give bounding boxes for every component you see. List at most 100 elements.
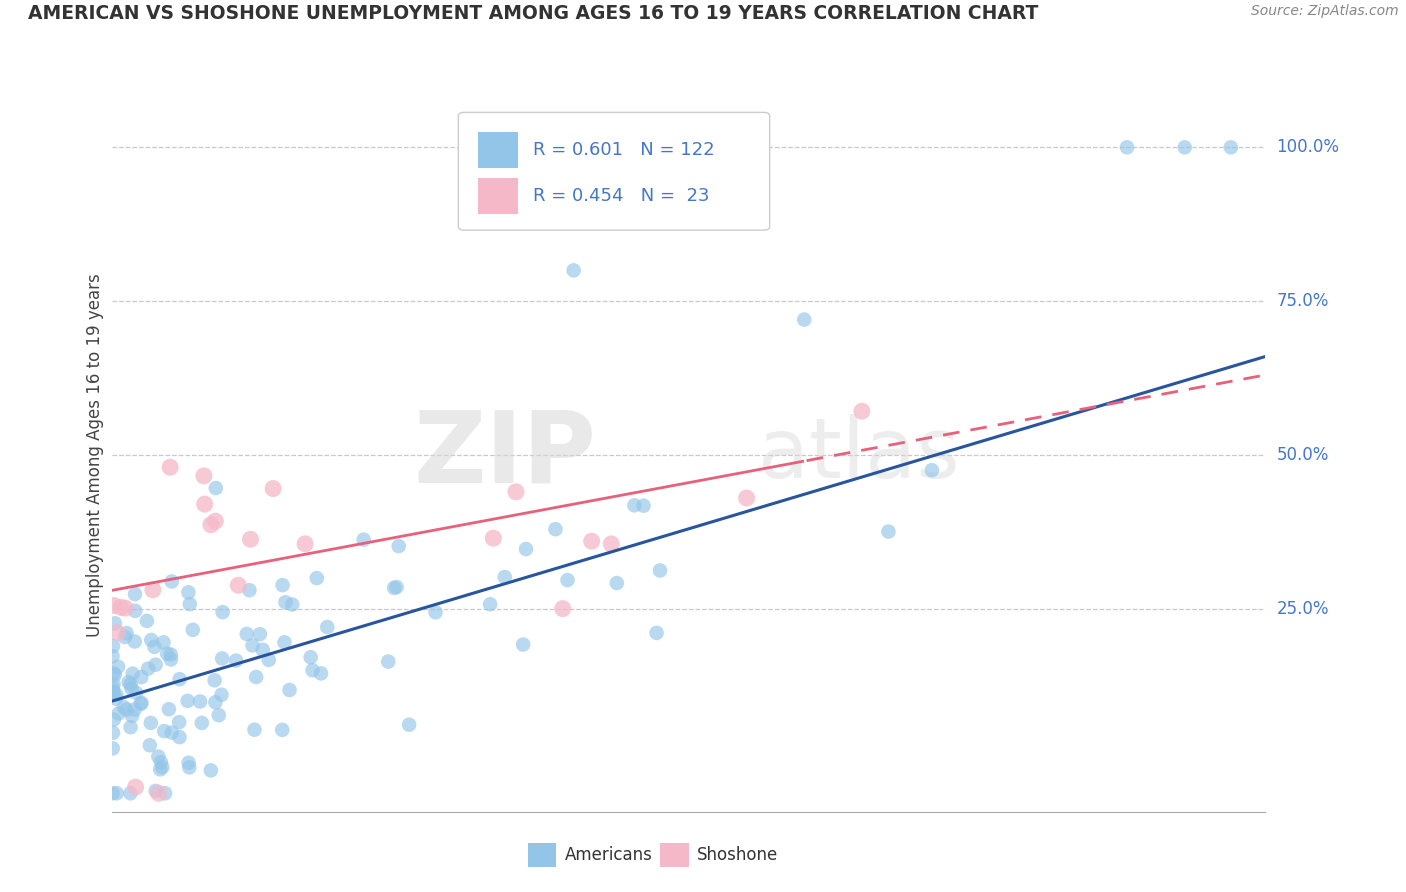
Point [294, 537, 316, 551]
Point [176, 694, 198, 708]
Point [159, 460, 181, 475]
Point [104, 667, 127, 681]
Point [124, 780, 146, 794]
Point [645, 626, 668, 640]
Point [160, 725, 183, 739]
Point [385, 580, 408, 594]
Point [103, 677, 125, 691]
Point [239, 533, 262, 547]
Point [204, 514, 226, 528]
Point [623, 499, 645, 513]
Point [382, 581, 405, 595]
Point [115, 702, 138, 716]
Point [105, 688, 128, 702]
Point [145, 784, 167, 798]
Point [425, 605, 447, 619]
Point [103, 713, 125, 727]
Point [557, 573, 579, 587]
Point [129, 697, 152, 711]
Point [211, 605, 233, 619]
Point [120, 720, 142, 734]
Point [148, 786, 170, 800]
Point [124, 604, 146, 618]
Point [204, 695, 226, 709]
Point [114, 601, 136, 615]
Point [235, 627, 257, 641]
Y-axis label: Unemployment Among Ages 16 to 19 years: Unemployment Among Ages 16 to 19 years [86, 273, 104, 637]
Text: ZIP: ZIP [413, 407, 596, 503]
Point [101, 639, 124, 653]
Point [150, 760, 173, 774]
Point [103, 599, 125, 613]
FancyBboxPatch shape [661, 843, 689, 867]
Point [177, 585, 200, 599]
Point [148, 749, 170, 764]
Point [149, 756, 172, 770]
Point [120, 786, 142, 800]
Point [153, 786, 176, 800]
Point [167, 715, 190, 730]
Point [110, 600, 132, 615]
Point [160, 652, 183, 666]
Point [104, 691, 127, 706]
Point [245, 670, 267, 684]
Point [208, 708, 231, 723]
Point [606, 576, 628, 591]
Point [112, 700, 135, 714]
Point [105, 626, 128, 640]
Point [179, 760, 201, 774]
Text: Shoshone: Shoshone [697, 846, 779, 863]
Point [131, 696, 153, 710]
Point [193, 468, 215, 483]
Point [735, 491, 758, 505]
Point [512, 638, 534, 652]
Point [1219, 140, 1241, 154]
Point [257, 653, 280, 667]
Point [309, 666, 332, 681]
Point [388, 539, 411, 553]
Point [160, 574, 183, 589]
Point [101, 786, 124, 800]
Point [157, 702, 180, 716]
Point [1116, 140, 1139, 154]
Point [105, 786, 128, 800]
Point [191, 715, 214, 730]
Point [149, 763, 172, 777]
Point [633, 499, 655, 513]
Point [114, 630, 136, 644]
Text: 75.0%: 75.0% [1277, 292, 1329, 310]
Point [600, 537, 623, 551]
Point [271, 723, 294, 737]
Point [225, 654, 247, 668]
Point [159, 648, 181, 662]
Text: Americans: Americans [564, 846, 652, 863]
Point [278, 683, 301, 698]
Point [204, 673, 226, 688]
Point [125, 686, 148, 700]
Point [152, 635, 174, 649]
Point [851, 404, 873, 418]
Point [305, 571, 328, 585]
Point [124, 634, 146, 648]
Point [301, 663, 323, 677]
FancyBboxPatch shape [478, 178, 519, 214]
Text: 25.0%: 25.0% [1277, 599, 1329, 618]
Point [211, 651, 233, 665]
Point [262, 482, 284, 496]
Point [169, 672, 191, 686]
Point [121, 709, 143, 723]
Point [118, 675, 141, 690]
Point [153, 724, 176, 739]
Point [143, 640, 166, 654]
Point [139, 715, 162, 730]
FancyBboxPatch shape [478, 132, 519, 168]
Point [181, 623, 204, 637]
Point [107, 706, 129, 721]
Point [139, 739, 162, 753]
Point [101, 649, 124, 664]
Point [494, 570, 516, 584]
Point [120, 677, 142, 691]
Point [551, 601, 574, 615]
Text: Source: ZipAtlas.com: Source: ZipAtlas.com [1251, 4, 1399, 19]
Point [377, 655, 399, 669]
